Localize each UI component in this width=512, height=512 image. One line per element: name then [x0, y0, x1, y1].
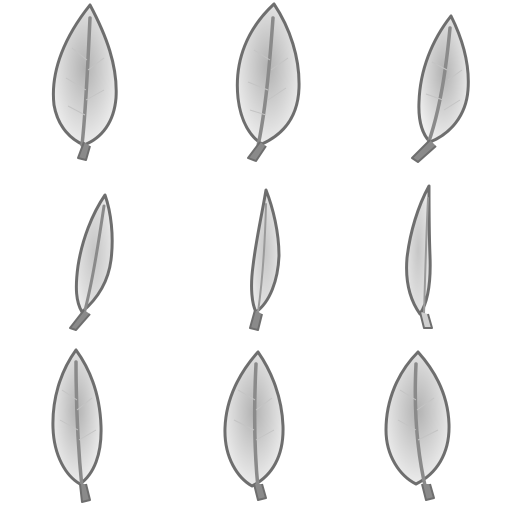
- leaf-sprite-frame-1: [51, 3, 118, 161]
- leaf-sprite-frame-3: [411, 14, 470, 163]
- leaf-sprite-frame-7: [51, 348, 103, 503]
- leaf-sprite-frame-2: [235, 2, 301, 162]
- leaf-sprite-frame-6: [405, 184, 433, 329]
- leaf-sprite-frame-9: [384, 350, 451, 501]
- leaf-sprite-frame-8: [223, 350, 285, 501]
- leaf-sprite-frame-4: [69, 193, 114, 331]
- leaf-sprite-frame-5: [249, 188, 281, 331]
